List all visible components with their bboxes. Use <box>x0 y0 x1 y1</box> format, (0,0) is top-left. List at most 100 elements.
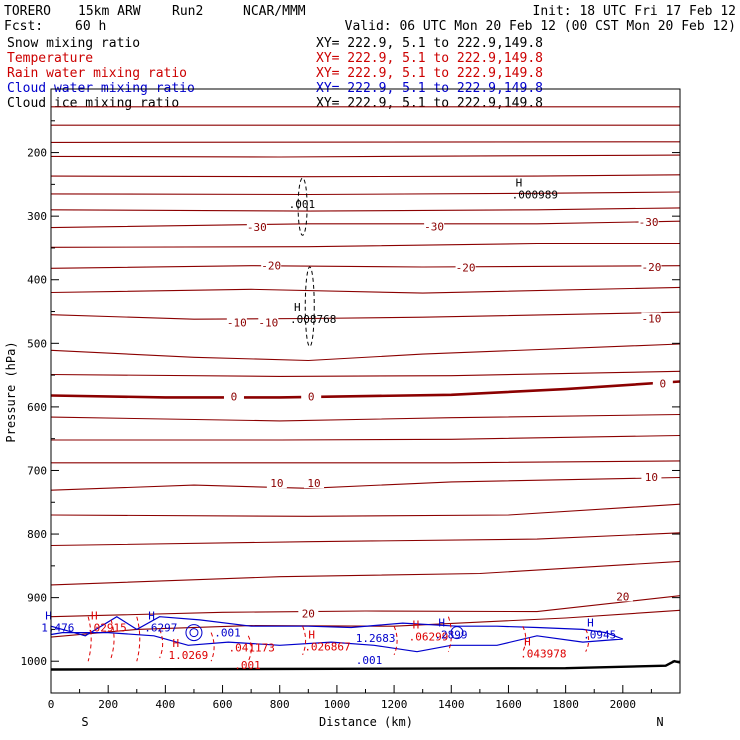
maximum-marker: H <box>45 610 52 623</box>
field-name-cloud-ice: Cloud ice mixing ratio <box>7 96 179 111</box>
cloud-water-ring <box>185 624 203 642</box>
x-tick-label: 800 <box>270 698 290 711</box>
isotherm-line <box>50 532 681 547</box>
maximum-value: .001 <box>356 654 383 667</box>
isotherm-label-bg <box>298 607 319 619</box>
maximum-value: .6297 <box>144 622 177 635</box>
rain-contour <box>159 629 164 659</box>
isotherm-label: -20 <box>261 260 281 273</box>
rain-contour <box>110 619 115 659</box>
south-end-label: S <box>81 715 88 729</box>
north-end-label: N <box>656 715 663 729</box>
isotherm-label-bg <box>246 220 267 232</box>
isotherm-label-bg <box>638 215 659 227</box>
temperature-isotherms <box>50 106 681 638</box>
isotherm-label-bg <box>266 477 287 489</box>
x-tick-label: 0 <box>48 698 55 711</box>
isotherm-line <box>50 370 681 377</box>
field-xy-snow: XY= 222.9, 5.1 to 222.9,149.8 <box>316 36 543 51</box>
maximum-marker: H <box>294 301 301 314</box>
maximum-value: .06299 <box>409 631 449 644</box>
maximum-marker: H <box>308 629 315 642</box>
isotherm-label: 0 <box>308 391 315 404</box>
contour-labels: -30 -30 -30 -20 -20 -20 -10 -10 -10 0 0 0 10 10 10 20 20 <box>223 215 673 621</box>
isotherm-label-bg <box>301 390 322 402</box>
maximum-marker: H <box>91 610 98 623</box>
field-name-temperature: Temperature <box>7 51 93 66</box>
rain-contour <box>136 616 141 662</box>
y-tick-label: 400 <box>27 274 47 287</box>
rain-contour <box>585 629 590 652</box>
x-axis-label: Distance (km) <box>319 715 413 729</box>
maximum-value: .02915 <box>87 622 127 635</box>
maximum-value: .043978 <box>520 648 566 661</box>
ice-contours <box>297 177 315 347</box>
grid-label: 15km ARW <box>78 4 141 19</box>
rain-contour <box>393 626 398 656</box>
maximum-value: 1.476 <box>41 622 74 635</box>
isotherm-line <box>50 174 681 178</box>
y-tick-label: 500 <box>27 337 47 350</box>
isotherm-label: 10 <box>645 471 658 484</box>
maximum-value: .000989 <box>512 189 558 202</box>
x-tick-label: 600 <box>213 698 233 711</box>
maximum-marker: H <box>587 617 594 630</box>
isotherm-line <box>51 460 681 464</box>
field-xy-temperature: XY= 222.9, 5.1 to 222.9,149.8 <box>316 51 543 66</box>
isotherm-line <box>50 154 681 158</box>
y-tick-label: 1000 <box>21 655 48 668</box>
forecast-label: Fcst: <box>4 19 43 34</box>
isotherm-label-bg <box>226 316 247 328</box>
isotherm-label-bg <box>612 590 633 602</box>
isotherm-line <box>50 560 681 586</box>
isotherm-line <box>50 207 681 212</box>
isotherm-label: 20 <box>616 590 629 603</box>
x-tick-label: 1400 <box>438 698 465 711</box>
isotherm-line <box>51 434 681 441</box>
y-tick-label: 900 <box>27 592 47 605</box>
y-tick-label: 600 <box>27 401 47 414</box>
isotherm-label-bg <box>652 377 673 389</box>
rain-contour <box>210 632 215 662</box>
isotherm-label: -10 <box>227 316 247 329</box>
isotherm-label-bg <box>641 312 662 324</box>
maximum-value: .026867 <box>304 641 350 654</box>
isotherm-line <box>50 286 681 294</box>
x-tick-label: 2000 <box>610 698 637 711</box>
model-name: TORERO <box>4 4 51 19</box>
isotherm-line <box>50 595 681 618</box>
isotherm-label-bg <box>258 316 279 328</box>
forecast-hours: 60 h <box>75 19 106 34</box>
field-name-snow: Snow mixing ratio <box>7 36 140 51</box>
isotherm-label: -20 <box>641 261 661 274</box>
rain-contour <box>302 626 307 656</box>
isotherm-line <box>50 311 681 320</box>
isotherm-line <box>50 609 681 638</box>
init-time: Init: 18 UTC Fri 17 Feb 12 <box>533 4 737 19</box>
maximum-marker: H <box>413 619 420 632</box>
rain-contour <box>522 626 527 652</box>
y-tick-label: 300 <box>27 210 47 223</box>
maximum-value: .0945 <box>583 629 616 642</box>
isotherm-label-bg <box>641 261 662 273</box>
x-tick-label: 200 <box>98 698 118 711</box>
maximum-marker: H <box>524 636 531 649</box>
x-tick-label: 1800 <box>552 698 579 711</box>
isotherm-label: -30 <box>424 220 444 233</box>
isotherm-label: -10 <box>258 316 278 329</box>
y-tick-label: 700 <box>27 464 47 477</box>
isotherm-label: 10 <box>307 477 320 490</box>
run-label: Run2 <box>172 4 203 19</box>
maximum-value: 1.2683 <box>356 632 396 645</box>
isotherm-label: -20 <box>456 262 476 275</box>
isotherm-label: -10 <box>641 313 661 326</box>
isotherm-line <box>50 380 681 399</box>
maximum-marker: H <box>516 177 523 190</box>
isotherm-label-bg <box>223 390 244 402</box>
isotherm-label-bg <box>304 477 325 489</box>
isotherm-label-bg <box>641 470 662 482</box>
y-tick-label: 800 <box>27 528 47 541</box>
maximum-value: .001 <box>234 659 261 672</box>
maxima-labels: H.000989.001H.008768H1.476H.02915H.6297.… <box>41 177 616 672</box>
